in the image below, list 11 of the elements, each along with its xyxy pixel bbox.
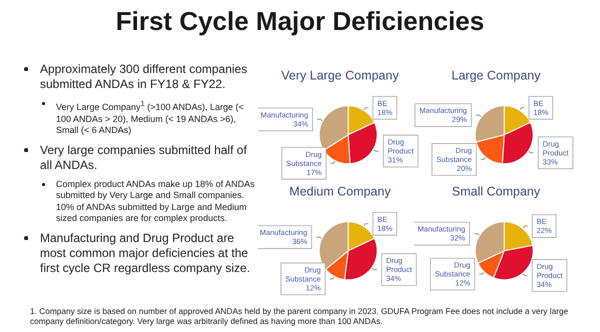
text: Approximately 300 different companies submitted ANDAs in FY18 & FY22.: [39, 62, 248, 92]
text: Manufacturing and Drug Product are most common major deficiencies at the first cycle CR regardless company size.: [39, 230, 252, 276]
text: Very large companies submitted half of all ANDAs.: [39, 142, 248, 172]
text: First Cycle Major Deficiencies: [114, 6, 486, 37]
chart-title: Small Company: [452, 184, 541, 198]
chart-title: Medium Company: [289, 184, 392, 198]
text: 1. Company size is based on number of approved ANDAs held by the parent company in 2023. GDUFA Program Fee does not include a very large company definition/category. Very large was arbitrarily defined as having more than 100 ANDAs.: [30, 306, 570, 326]
chart-title: Large Company: [452, 68, 542, 82]
text: Very Large Company$^{1}$ (>100 ANDAs), Large (< 100 ANDAs > 20), Medium (< 19 ANDAs >6), Small (< 6 ANDAs): [55, 98, 245, 136]
text: Complex product ANDAs make up 18% of ANDAs submitted by Very Large and Small companies. 10% of ANDAs submitted by Large and Medium sized companies are for complex products.: [55, 178, 256, 224]
chart-title: Very Large Company: [281, 68, 400, 82]
